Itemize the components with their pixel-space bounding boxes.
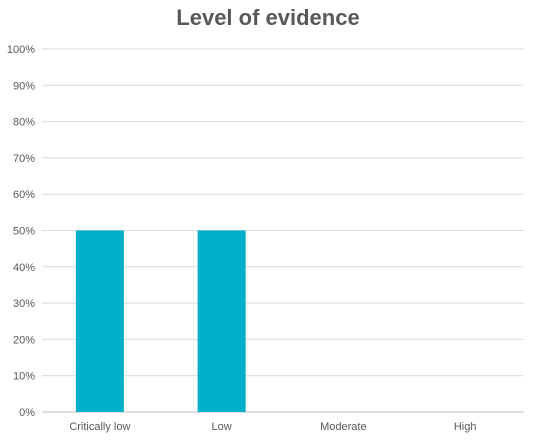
y-tick-label: 80%: [13, 117, 35, 129]
y-tick-label: 60%: [13, 189, 35, 201]
x-tick-label: Critically low: [69, 421, 130, 433]
x-tick-label: High: [454, 421, 477, 433]
x-axis-ticks: Critically low Low Moderate High: [69, 421, 476, 433]
x-tick-label: Moderate: [320, 421, 366, 433]
bar-low: [198, 231, 246, 413]
y-tick-label: 90%: [13, 80, 35, 92]
y-axis-ticks: 0% 10% 20% 30% 40% 50% 60% 70% 80% 90% 100%: [7, 44, 35, 419]
y-tick-label: 40%: [13, 262, 35, 274]
y-tick-label: 100%: [7, 44, 35, 56]
y-tick-label: 70%: [13, 153, 35, 165]
y-tick-label: 20%: [13, 334, 35, 346]
y-tick-label: 10%: [13, 371, 35, 383]
bar-critically-low: [76, 231, 124, 413]
x-tick-label: Low: [212, 421, 232, 433]
y-tick-label: 30%: [13, 298, 35, 310]
y-tick-label: 0%: [19, 407, 35, 419]
bars: [76, 231, 246, 413]
y-tick-label: 50%: [13, 226, 35, 238]
